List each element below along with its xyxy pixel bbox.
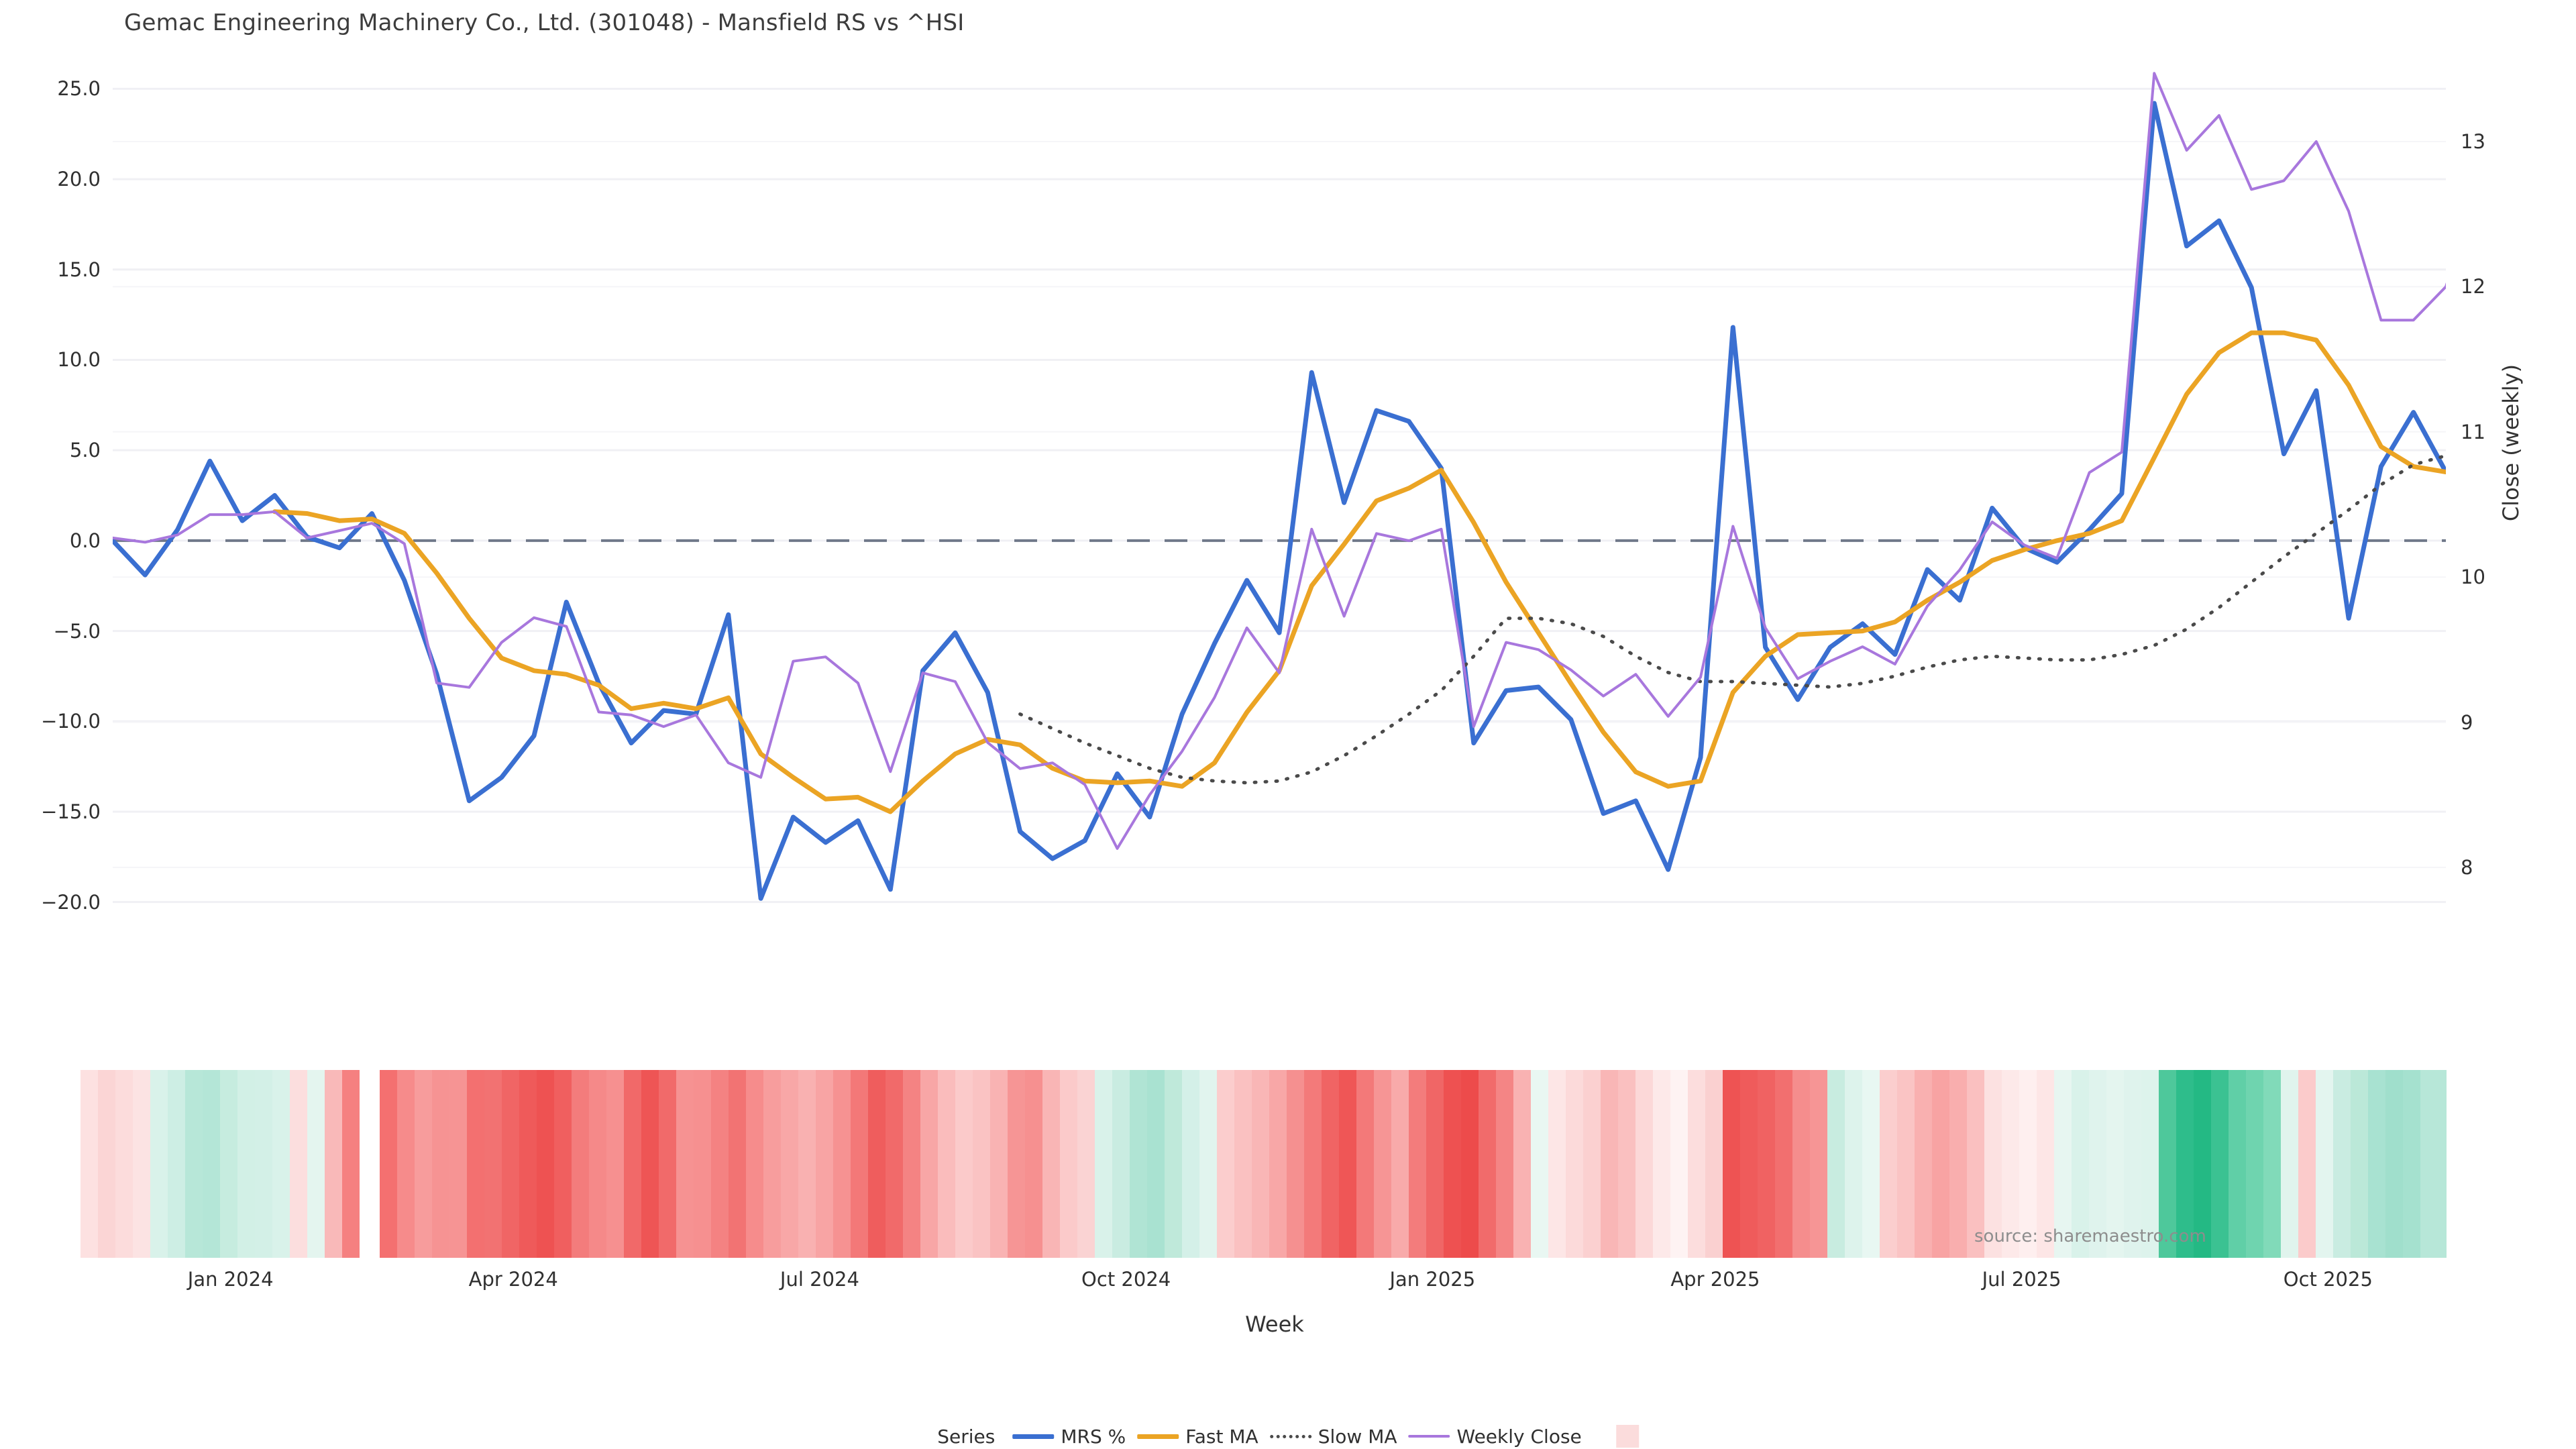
x-tick: Oct 2025 <box>2283 1268 2373 1291</box>
y-tick-right: 12 <box>2461 275 2485 299</box>
y-tick-right: 8 <box>2461 855 2473 879</box>
y-tick-left: 5.0 <box>69 439 101 462</box>
relative-strength-heatmap <box>80 1070 2447 1258</box>
source-attribution: source: sharemaestro.com <box>1974 1226 2206 1246</box>
chart-legend: Series MRS % Fast MA Slow MA Weekly Close <box>937 1425 1639 1448</box>
line-swatch-icon <box>1408 1435 1450 1438</box>
x-axis-label: Week <box>1245 1311 1304 1337</box>
dotted-line-icon <box>1269 1434 1311 1438</box>
y-tick-right: 10 <box>2461 566 2485 589</box>
legend-item-label: Weekly Close <box>1456 1425 1582 1448</box>
y-tick-right: 13 <box>2461 130 2485 154</box>
y-tick-left: −20.0 <box>41 890 101 914</box>
y-tick-left: 25.0 <box>57 77 101 101</box>
y-tick-right: 9 <box>2461 710 2473 734</box>
y-tick-left: 15.0 <box>57 258 101 281</box>
legend-item-heatmap-swatch[interactable] <box>1615 1425 1639 1448</box>
y-tick-right: 11 <box>2461 420 2485 443</box>
x-tick: Jul 2024 <box>780 1268 859 1291</box>
legend-item-slow-ma[interactable]: Slow MA <box>1269 1425 1397 1448</box>
x-tick: Jul 2025 <box>1982 1268 2061 1291</box>
legend-item-label: Slow MA <box>1318 1425 1397 1448</box>
heatmap-svg <box>80 1070 2447 1258</box>
legend-item-fast-ma[interactable]: Fast MA <box>1137 1426 1258 1448</box>
x-tick: Jan 2024 <box>187 1268 274 1291</box>
chart-title: Gemac Engineering Machinery Co., Ltd. (3… <box>124 9 965 36</box>
y-tick-left: −5.0 <box>53 619 101 643</box>
x-tick: Apr 2024 <box>468 1268 558 1291</box>
y-tick-left: 20.0 <box>57 168 101 191</box>
y-tick-left: 10.0 <box>57 348 101 372</box>
legend-title: Series <box>937 1425 996 1448</box>
y-axis-label-right: Close (weekly) <box>2498 364 2524 522</box>
line-swatch-icon <box>1012 1434 1055 1439</box>
heat-swatch-icon <box>1615 1425 1639 1448</box>
legend-item-label: Fast MA <box>1185 1425 1258 1448</box>
legend-item-mrs[interactable]: MRS % <box>1012 1426 1126 1448</box>
plot-svg <box>113 72 2446 904</box>
x-tick: Apr 2025 <box>1670 1268 1760 1291</box>
plot-area <box>113 62 2446 947</box>
x-tick: Oct 2024 <box>1081 1268 1171 1291</box>
y-tick-left: 0.0 <box>69 529 101 552</box>
y-tick-left: −10.0 <box>41 710 101 733</box>
legend-item-weekly-close[interactable]: Weekly Close <box>1408 1425 1582 1448</box>
y-tick-left: −15.0 <box>41 800 101 823</box>
x-tick: Jan 2025 <box>1389 1268 1476 1291</box>
legend-item-label: MRS % <box>1061 1425 1126 1448</box>
line-swatch-icon <box>1137 1434 1179 1439</box>
